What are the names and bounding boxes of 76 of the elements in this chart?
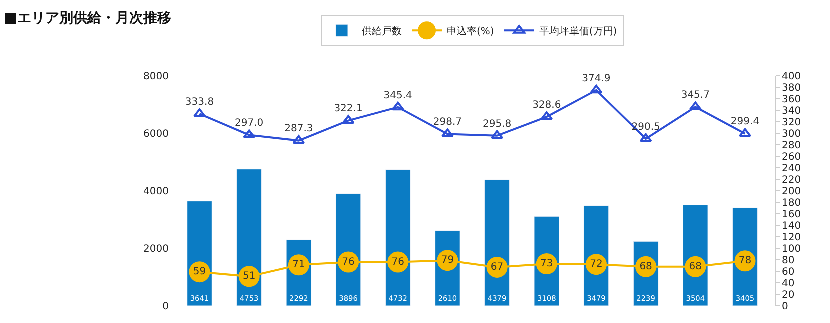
y-tick-label: 4000 bbox=[144, 186, 169, 198]
point bbox=[292, 135, 306, 144]
data-label: 72 bbox=[590, 259, 603, 270]
y-tick-label: 0 bbox=[782, 302, 788, 312]
data-label: 3641 bbox=[190, 294, 210, 303]
point bbox=[342, 115, 355, 124]
data-label: 4379 bbox=[488, 294, 507, 303]
y-tick-label: 0 bbox=[162, 302, 169, 312]
data-label: 68 bbox=[640, 261, 652, 272]
data-label: 68 bbox=[689, 261, 702, 272]
data-label: 76 bbox=[392, 256, 404, 268]
data-label: 299.4 bbox=[730, 116, 760, 128]
y-tick-label: 240 bbox=[782, 164, 802, 174]
y-tick-label: 220 bbox=[782, 175, 802, 186]
y-tick-label: 380 bbox=[782, 83, 802, 94]
y-tick-label: 280 bbox=[782, 140, 802, 152]
y-tick-label: 340 bbox=[782, 106, 802, 117]
data-label: 76 bbox=[342, 256, 355, 268]
data-label: 287.3 bbox=[284, 124, 314, 135]
bar bbox=[236, 169, 262, 306]
point bbox=[491, 130, 504, 140]
data-label: 2239 bbox=[636, 294, 656, 303]
y-tick-label: 180 bbox=[782, 198, 802, 209]
data-label: 2292 bbox=[290, 294, 308, 303]
data-label: 3896 bbox=[339, 294, 358, 303]
y-tick-label: 120 bbox=[782, 232, 802, 244]
chart-title: ■エリア別供給・月次推移 bbox=[4, 10, 172, 27]
point bbox=[392, 102, 404, 111]
data-label: 4753 bbox=[240, 294, 260, 303]
y-tick-label: 160 bbox=[782, 210, 802, 220]
data-label: 3479 bbox=[587, 294, 606, 303]
point bbox=[194, 108, 206, 118]
y-tick-label: 40 bbox=[782, 278, 795, 290]
data-label: 328.6 bbox=[532, 100, 562, 111]
data-label: 4732 bbox=[388, 294, 408, 303]
data-label: 3405 bbox=[736, 294, 755, 303]
legend-label: 供給戸数 bbox=[362, 26, 402, 38]
y-tick-label: 100 bbox=[782, 244, 802, 255]
y-tick-label: 2000 bbox=[144, 244, 169, 255]
y-tick-label: 20 bbox=[782, 290, 795, 301]
data-label: 59 bbox=[193, 266, 206, 278]
data-label: 71 bbox=[292, 260, 306, 271]
point bbox=[640, 133, 652, 142]
y-tick-label: 360 bbox=[782, 94, 802, 106]
y-tick-label: 8000 bbox=[144, 72, 169, 82]
y-tick-label: 200 bbox=[782, 186, 802, 198]
y-tick-label: 260 bbox=[782, 152, 802, 163]
y-tick-label: 80 bbox=[782, 256, 795, 266]
bar bbox=[385, 170, 411, 306]
y-tick-label: 320 bbox=[782, 118, 802, 128]
data-label: 297.0 bbox=[235, 118, 264, 130]
data-label: 345.4 bbox=[384, 90, 412, 102]
legend-label: 平均坪単価(万円) bbox=[539, 26, 618, 38]
point bbox=[590, 84, 603, 94]
legend-label: 申込率(%) bbox=[447, 26, 494, 38]
point bbox=[739, 128, 752, 138]
y-tick-label: 6000 bbox=[144, 129, 169, 140]
data-label: 345.7 bbox=[681, 90, 710, 102]
data-label: 78 bbox=[738, 256, 752, 267]
data-label: 322.1 bbox=[334, 104, 363, 115]
data-label: 51 bbox=[242, 271, 256, 282]
data-label: 295.8 bbox=[482, 118, 512, 130]
data-label: 298.7 bbox=[433, 117, 462, 128]
data-label: 374.9 bbox=[582, 73, 611, 84]
data-label: 67 bbox=[490, 262, 504, 273]
data-label: 73 bbox=[540, 258, 554, 270]
point bbox=[442, 128, 454, 138]
data-label: 79 bbox=[441, 255, 454, 266]
y-tick-label: 300 bbox=[782, 129, 802, 140]
y-tick-label: 60 bbox=[782, 267, 795, 278]
y-tick-label: 140 bbox=[782, 221, 802, 232]
data-label: 333.8 bbox=[185, 96, 214, 108]
data-label: 2610 bbox=[438, 294, 458, 303]
y-tick-label: 400 bbox=[782, 72, 802, 82]
data-label: 3504 bbox=[686, 294, 706, 303]
data-label: 3108 bbox=[537, 294, 557, 303]
